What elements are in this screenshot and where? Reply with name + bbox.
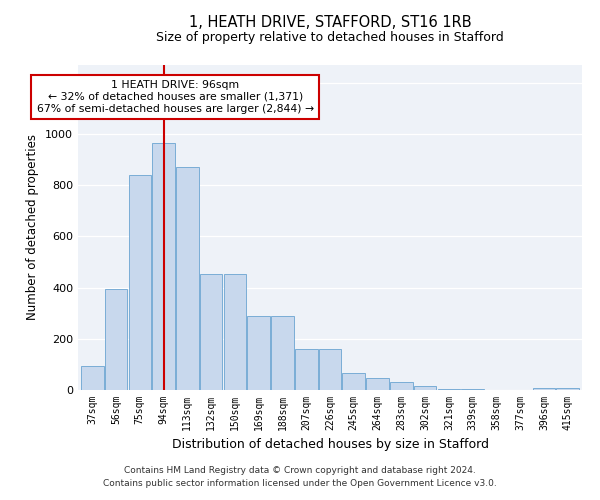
Bar — [556, 388, 579, 390]
X-axis label: Distribution of detached houses by size in Stafford: Distribution of detached houses by size … — [172, 438, 488, 452]
Bar — [200, 274, 223, 390]
Text: Size of property relative to detached houses in Stafford: Size of property relative to detached ho… — [156, 31, 504, 44]
Bar — [437, 388, 460, 390]
Bar — [319, 349, 341, 390]
Bar — [105, 289, 127, 390]
Bar — [461, 388, 484, 390]
Y-axis label: Number of detached properties: Number of detached properties — [26, 134, 40, 320]
Text: Contains HM Land Registry data © Crown copyright and database right 2024.
Contai: Contains HM Land Registry data © Crown c… — [103, 466, 497, 487]
Bar — [152, 143, 175, 390]
Bar — [414, 386, 436, 390]
Bar — [343, 374, 365, 390]
Bar — [247, 316, 270, 390]
Bar — [271, 316, 294, 390]
Bar — [176, 168, 199, 390]
Bar — [533, 388, 555, 390]
Text: 1, HEATH DRIVE, STAFFORD, ST16 1RB: 1, HEATH DRIVE, STAFFORD, ST16 1RB — [188, 15, 472, 30]
Bar — [390, 382, 413, 390]
Bar — [224, 274, 246, 390]
Bar — [128, 175, 151, 390]
Bar — [295, 349, 317, 390]
Bar — [81, 366, 104, 390]
Text: 1 HEATH DRIVE: 96sqm
← 32% of detached houses are smaller (1,371)
67% of semi-de: 1 HEATH DRIVE: 96sqm ← 32% of detached h… — [37, 80, 314, 114]
Bar — [366, 378, 389, 390]
